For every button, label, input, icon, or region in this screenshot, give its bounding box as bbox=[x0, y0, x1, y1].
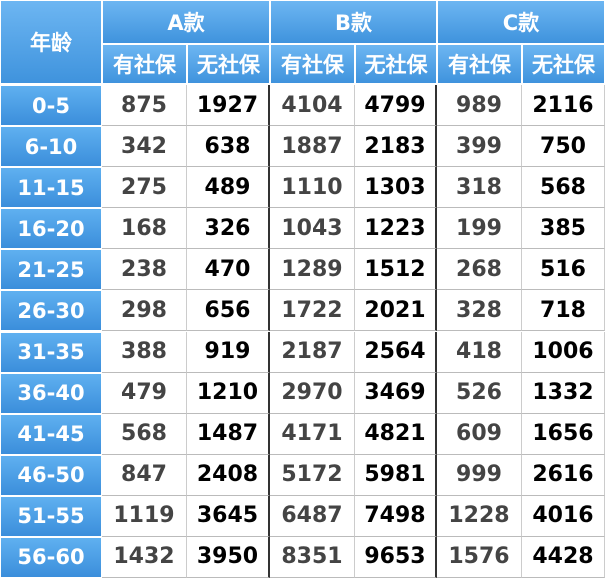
value-cell: 2970 bbox=[270, 372, 355, 414]
sub-header: 无社保 bbox=[522, 44, 605, 84]
value-cell: 4104 bbox=[270, 85, 355, 127]
value-cell: 298 bbox=[102, 290, 187, 332]
value-cell: 388 bbox=[102, 331, 187, 373]
value-cell: 342 bbox=[102, 126, 187, 168]
value-cell: 3645 bbox=[187, 495, 270, 537]
value-cell: 875 bbox=[102, 85, 187, 127]
value-cell: 4799 bbox=[355, 85, 437, 127]
value-cell: 2564 bbox=[355, 331, 437, 373]
value-cell: 1210 bbox=[187, 372, 270, 414]
value-cell: 1110 bbox=[270, 167, 355, 209]
value-cell: 1576 bbox=[437, 536, 522, 578]
value-cell: 3469 bbox=[355, 372, 437, 414]
value-cell: 1332 bbox=[522, 372, 605, 414]
value-cell: 6487 bbox=[270, 495, 355, 537]
value-cell: 7498 bbox=[355, 495, 437, 537]
value-cell: 399 bbox=[437, 126, 522, 168]
age-cell: 11-15 bbox=[0, 167, 102, 209]
value-cell: 919 bbox=[187, 331, 270, 373]
value-cell: 328 bbox=[437, 290, 522, 332]
age-cell: 41-45 bbox=[0, 413, 102, 455]
value-cell: 718 bbox=[522, 290, 605, 332]
value-cell: 656 bbox=[187, 290, 270, 332]
value-cell: 1119 bbox=[102, 495, 187, 537]
sub-header: 有社保 bbox=[270, 44, 355, 84]
age-cell: 21-25 bbox=[0, 249, 102, 291]
age-cell: 36-40 bbox=[0, 372, 102, 414]
value-cell: 385 bbox=[522, 208, 605, 250]
value-cell: 1487 bbox=[187, 413, 270, 455]
age-cell: 56-60 bbox=[0, 536, 102, 578]
value-cell: 2187 bbox=[270, 331, 355, 373]
value-cell: 1887 bbox=[270, 126, 355, 168]
value-cell: 5172 bbox=[270, 454, 355, 496]
value-cell: 238 bbox=[102, 249, 187, 291]
value-cell: 1043 bbox=[270, 208, 355, 250]
age-header: 年龄 bbox=[0, 0, 102, 84]
age-cell: 16-20 bbox=[0, 208, 102, 250]
value-cell: 318 bbox=[437, 167, 522, 209]
value-cell: 1223 bbox=[355, 208, 437, 250]
group-header: A款 bbox=[102, 0, 270, 44]
value-cell: 3950 bbox=[187, 536, 270, 578]
value-cell: 989 bbox=[437, 85, 522, 127]
age-cell: 0-5 bbox=[0, 85, 102, 127]
value-cell: 418 bbox=[437, 331, 522, 373]
sub-header: 无社保 bbox=[187, 44, 270, 84]
age-cell: 31-35 bbox=[0, 331, 102, 373]
value-cell: 1228 bbox=[437, 495, 522, 537]
value-cell: 1303 bbox=[355, 167, 437, 209]
value-cell: 168 bbox=[102, 208, 187, 250]
value-cell: 4428 bbox=[522, 536, 605, 578]
value-cell: 2183 bbox=[355, 126, 437, 168]
value-cell: 8351 bbox=[270, 536, 355, 578]
value-cell: 999 bbox=[437, 454, 522, 496]
value-cell: 1722 bbox=[270, 290, 355, 332]
value-cell: 516 bbox=[522, 249, 605, 291]
value-cell: 4016 bbox=[522, 495, 605, 537]
value-cell: 470 bbox=[187, 249, 270, 291]
value-cell: 479 bbox=[102, 372, 187, 414]
value-cell: 638 bbox=[187, 126, 270, 168]
value-cell: 1927 bbox=[187, 85, 270, 127]
age-cell: 46-50 bbox=[0, 454, 102, 496]
value-cell: 2116 bbox=[522, 85, 605, 127]
age-cell: 6-10 bbox=[0, 126, 102, 168]
value-cell: 1289 bbox=[270, 249, 355, 291]
value-cell: 268 bbox=[437, 249, 522, 291]
value-cell: 609 bbox=[437, 413, 522, 455]
value-cell: 2021 bbox=[355, 290, 437, 332]
group-header: C款 bbox=[437, 0, 605, 44]
value-cell: 750 bbox=[522, 126, 605, 168]
sub-header: 有社保 bbox=[102, 44, 187, 84]
value-cell: 4171 bbox=[270, 413, 355, 455]
value-cell: 1656 bbox=[522, 413, 605, 455]
value-cell: 199 bbox=[437, 208, 522, 250]
value-cell: 526 bbox=[437, 372, 522, 414]
value-cell: 1432 bbox=[102, 536, 187, 578]
value-cell: 1006 bbox=[522, 331, 605, 373]
value-cell: 275 bbox=[102, 167, 187, 209]
group-header: B款 bbox=[270, 0, 437, 44]
value-cell: 568 bbox=[102, 413, 187, 455]
value-cell: 4821 bbox=[355, 413, 437, 455]
value-cell: 326 bbox=[187, 208, 270, 250]
age-cell: 51-55 bbox=[0, 495, 102, 537]
sub-header: 有社保 bbox=[437, 44, 522, 84]
value-cell: 847 bbox=[102, 454, 187, 496]
value-cell: 5981 bbox=[355, 454, 437, 496]
value-cell: 489 bbox=[187, 167, 270, 209]
value-cell: 2408 bbox=[187, 454, 270, 496]
value-cell: 568 bbox=[522, 167, 605, 209]
sub-header: 无社保 bbox=[355, 44, 437, 84]
value-cell: 1512 bbox=[355, 249, 437, 291]
age-cell: 26-30 bbox=[0, 290, 102, 332]
value-cell: 9653 bbox=[355, 536, 437, 578]
value-cell: 2616 bbox=[522, 454, 605, 496]
